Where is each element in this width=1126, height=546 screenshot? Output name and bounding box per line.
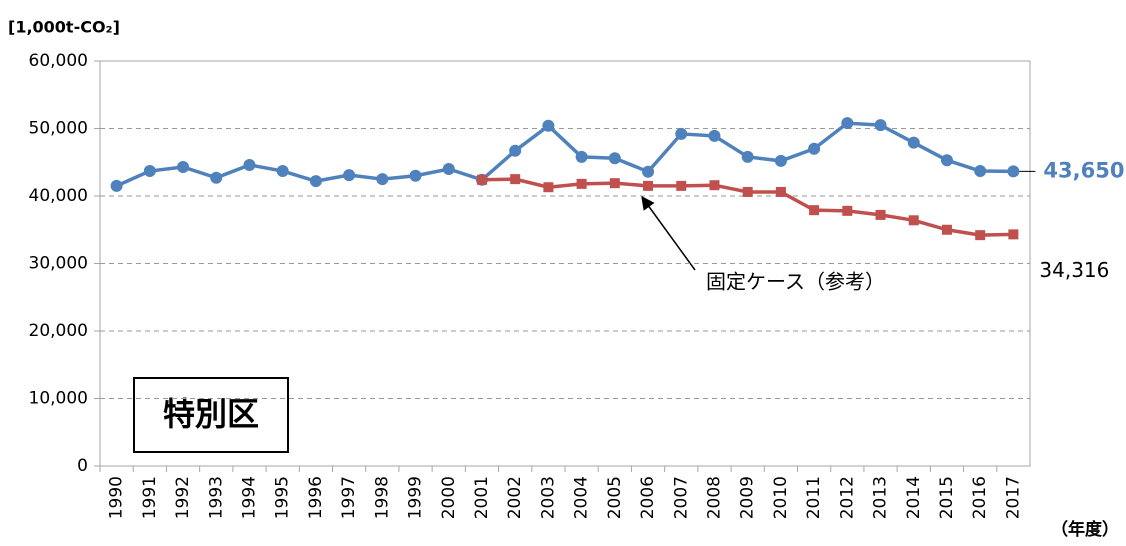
point [1008, 229, 1019, 240]
x-tick-label: 1994 [239, 476, 259, 519]
x-tick-label: 2007 [671, 476, 691, 519]
x-tick-label: 2004 [572, 476, 592, 519]
point [110, 179, 123, 192]
point [608, 152, 621, 165]
y-tick-label: 30,000 [29, 254, 88, 274]
series-line [115, 121, 1014, 188]
value-label: 34,316 [1039, 258, 1109, 282]
point [875, 209, 886, 220]
x-tick-label: 1997 [339, 476, 359, 519]
point [1007, 165, 1020, 178]
x-tick-label: 1993 [206, 476, 226, 519]
point [642, 165, 655, 178]
point [409, 169, 422, 182]
x-tick-label: 1999 [406, 476, 426, 519]
point [774, 154, 787, 167]
point [476, 174, 487, 185]
point [975, 230, 986, 241]
point [609, 178, 620, 189]
point [442, 163, 455, 175]
x-tick-label: 1990 [107, 476, 127, 519]
point [676, 180, 687, 191]
point [576, 178, 587, 189]
point [841, 117, 854, 130]
x-tick-label: 2017 [1003, 476, 1023, 519]
x-tick-label: 2010 [771, 476, 791, 519]
point [543, 182, 554, 193]
x-tick-label: 2001 [472, 476, 492, 519]
x-tick-label: 2016 [970, 476, 990, 519]
point [874, 119, 887, 132]
point [907, 136, 920, 149]
point [941, 224, 952, 235]
point [809, 205, 820, 216]
y-tick-label: 60,000 [29, 51, 88, 71]
x-tick-label: 1995 [273, 476, 293, 519]
x-tick-label: 1991 [140, 476, 160, 519]
y-tick-label: 10,000 [29, 389, 88, 409]
point [808, 142, 821, 155]
y-tick-label: 40,000 [29, 186, 88, 206]
x-axis-label: （年度） [1051, 519, 1119, 540]
x-tick-label: 2008 [704, 476, 724, 519]
point [708, 129, 721, 142]
point [742, 186, 753, 197]
y-axis-label: [1,000t-CO₂] [8, 18, 120, 37]
point [775, 186, 786, 197]
x-tick-label: 2014 [904, 476, 924, 519]
y-tick-label: 20,000 [29, 321, 88, 341]
x-tick-label: 2005 [605, 476, 625, 519]
annotation-arrow [641, 195, 696, 271]
point [243, 158, 256, 171]
point [842, 205, 853, 216]
x-tick-label: 2015 [937, 476, 957, 519]
value-label: 43,650 [1043, 158, 1124, 182]
x-tick-label: 2011 [804, 476, 824, 519]
point [741, 150, 754, 163]
point [343, 169, 356, 182]
x-tick-label: 2012 [837, 476, 857, 519]
region-label: 特別区 [163, 395, 259, 433]
point [709, 180, 720, 191]
y-tick-label: 0 [77, 456, 88, 476]
region-box [133, 377, 289, 453]
point [509, 144, 522, 157]
point [309, 175, 322, 188]
x-tick-label: 2013 [871, 476, 891, 519]
point [143, 165, 156, 178]
point [675, 127, 688, 140]
point [940, 154, 953, 167]
x-tick-label: 2009 [738, 476, 758, 519]
x-tick-label: 2000 [439, 476, 459, 519]
x-tick-label: 1996 [306, 476, 326, 519]
point [974, 165, 987, 178]
x-tick-label: 1998 [372, 476, 392, 519]
point [276, 165, 289, 178]
x-tick-label: 1992 [173, 476, 193, 519]
point [177, 160, 190, 173]
annotation: 固定ケース（参考） [706, 270, 885, 294]
point [575, 150, 588, 163]
x-tick-label: 2006 [638, 476, 658, 519]
point [643, 180, 654, 191]
y-tick-label: 50,000 [29, 119, 88, 139]
point [908, 215, 919, 226]
point [376, 173, 389, 186]
x-tick-label: 2002 [505, 476, 525, 519]
point [510, 174, 521, 185]
x-tick-label: 2003 [538, 476, 558, 519]
point [542, 119, 555, 132]
point [210, 171, 223, 184]
